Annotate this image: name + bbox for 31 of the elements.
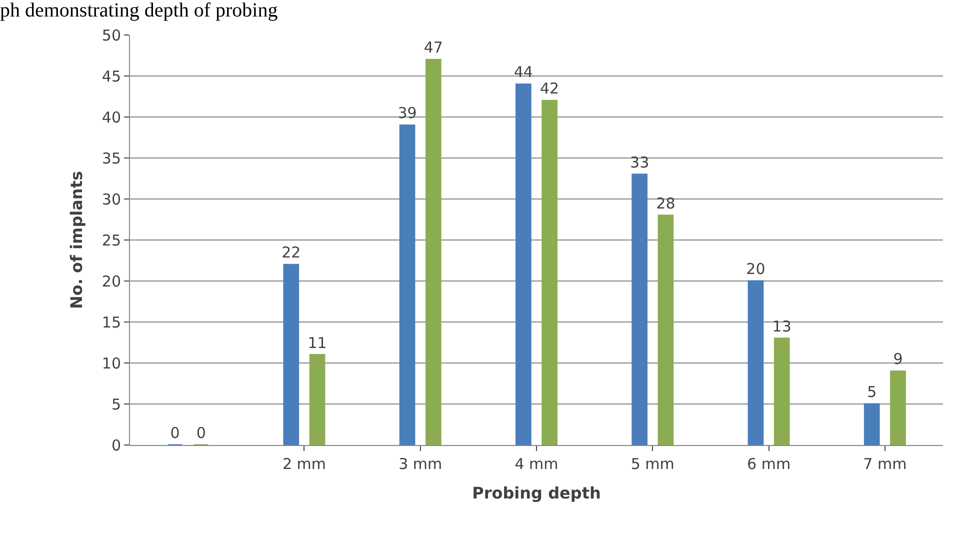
y-tick-label: 5: [111, 395, 121, 414]
y-tick-label: 50: [102, 26, 121, 44]
x-tick-label: 5 mm: [630, 455, 674, 473]
y-tick-label: 40: [102, 108, 121, 126]
data-label: 20: [746, 260, 766, 278]
x-tick-label: 2 mm: [282, 455, 326, 473]
data-label: 42: [540, 80, 560, 98]
data-label: 5: [867, 383, 877, 401]
data-label: 47: [424, 38, 443, 57]
x-tick-label: 3 mm: [398, 455, 442, 473]
x-axis-title: Probing depth: [472, 484, 601, 503]
y-tick-label: 0: [111, 436, 121, 454]
data-label: 22: [282, 244, 301, 262]
chart-title: ph demonstrating depth of probing: [0, 0, 278, 22]
y-tick-label: 45: [102, 67, 121, 86]
data-label: 13: [772, 317, 792, 336]
y-tick-label: 15: [102, 313, 121, 332]
x-tick-label: 7 mm: [863, 455, 907, 473]
data-label: 28: [656, 194, 676, 212]
y-tick-label: 30: [102, 190, 121, 208]
data-label: 33: [630, 153, 650, 172]
x-tick-label: 6 mm: [747, 455, 791, 473]
y-tick-label: 35: [102, 149, 121, 168]
y-tick-label: 10: [102, 354, 121, 372]
y-tick-label: 20: [102, 272, 121, 290]
data-label: 0: [196, 424, 206, 442]
data-label: 0: [170, 424, 180, 442]
y-tick-label: 25: [102, 231, 121, 250]
x-tick-label: 4 mm: [514, 455, 558, 473]
y-axis-title: No. of implants: [66, 170, 86, 310]
data-label: 11: [308, 334, 327, 352]
